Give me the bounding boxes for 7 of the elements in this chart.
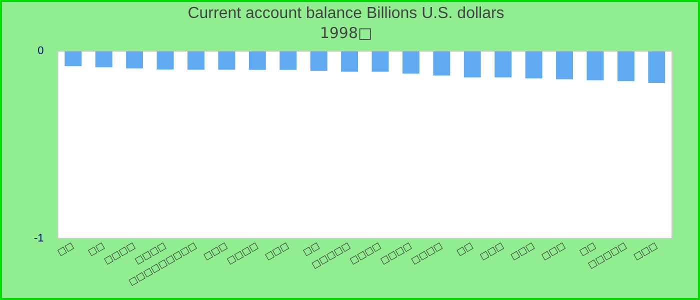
- x-tick-label: □□: [86, 241, 107, 258]
- chart-title: Current account balance Billions U.S. dollars: [188, 5, 504, 22]
- x-tick-label: □□: [56, 241, 76, 258]
- chart-subtitle: 1998□: [320, 24, 372, 42]
- x-tick-label: □□: [455, 241, 476, 258]
- y-tick-label: 0: [38, 45, 44, 58]
- y-tick-label: -1: [34, 232, 44, 244]
